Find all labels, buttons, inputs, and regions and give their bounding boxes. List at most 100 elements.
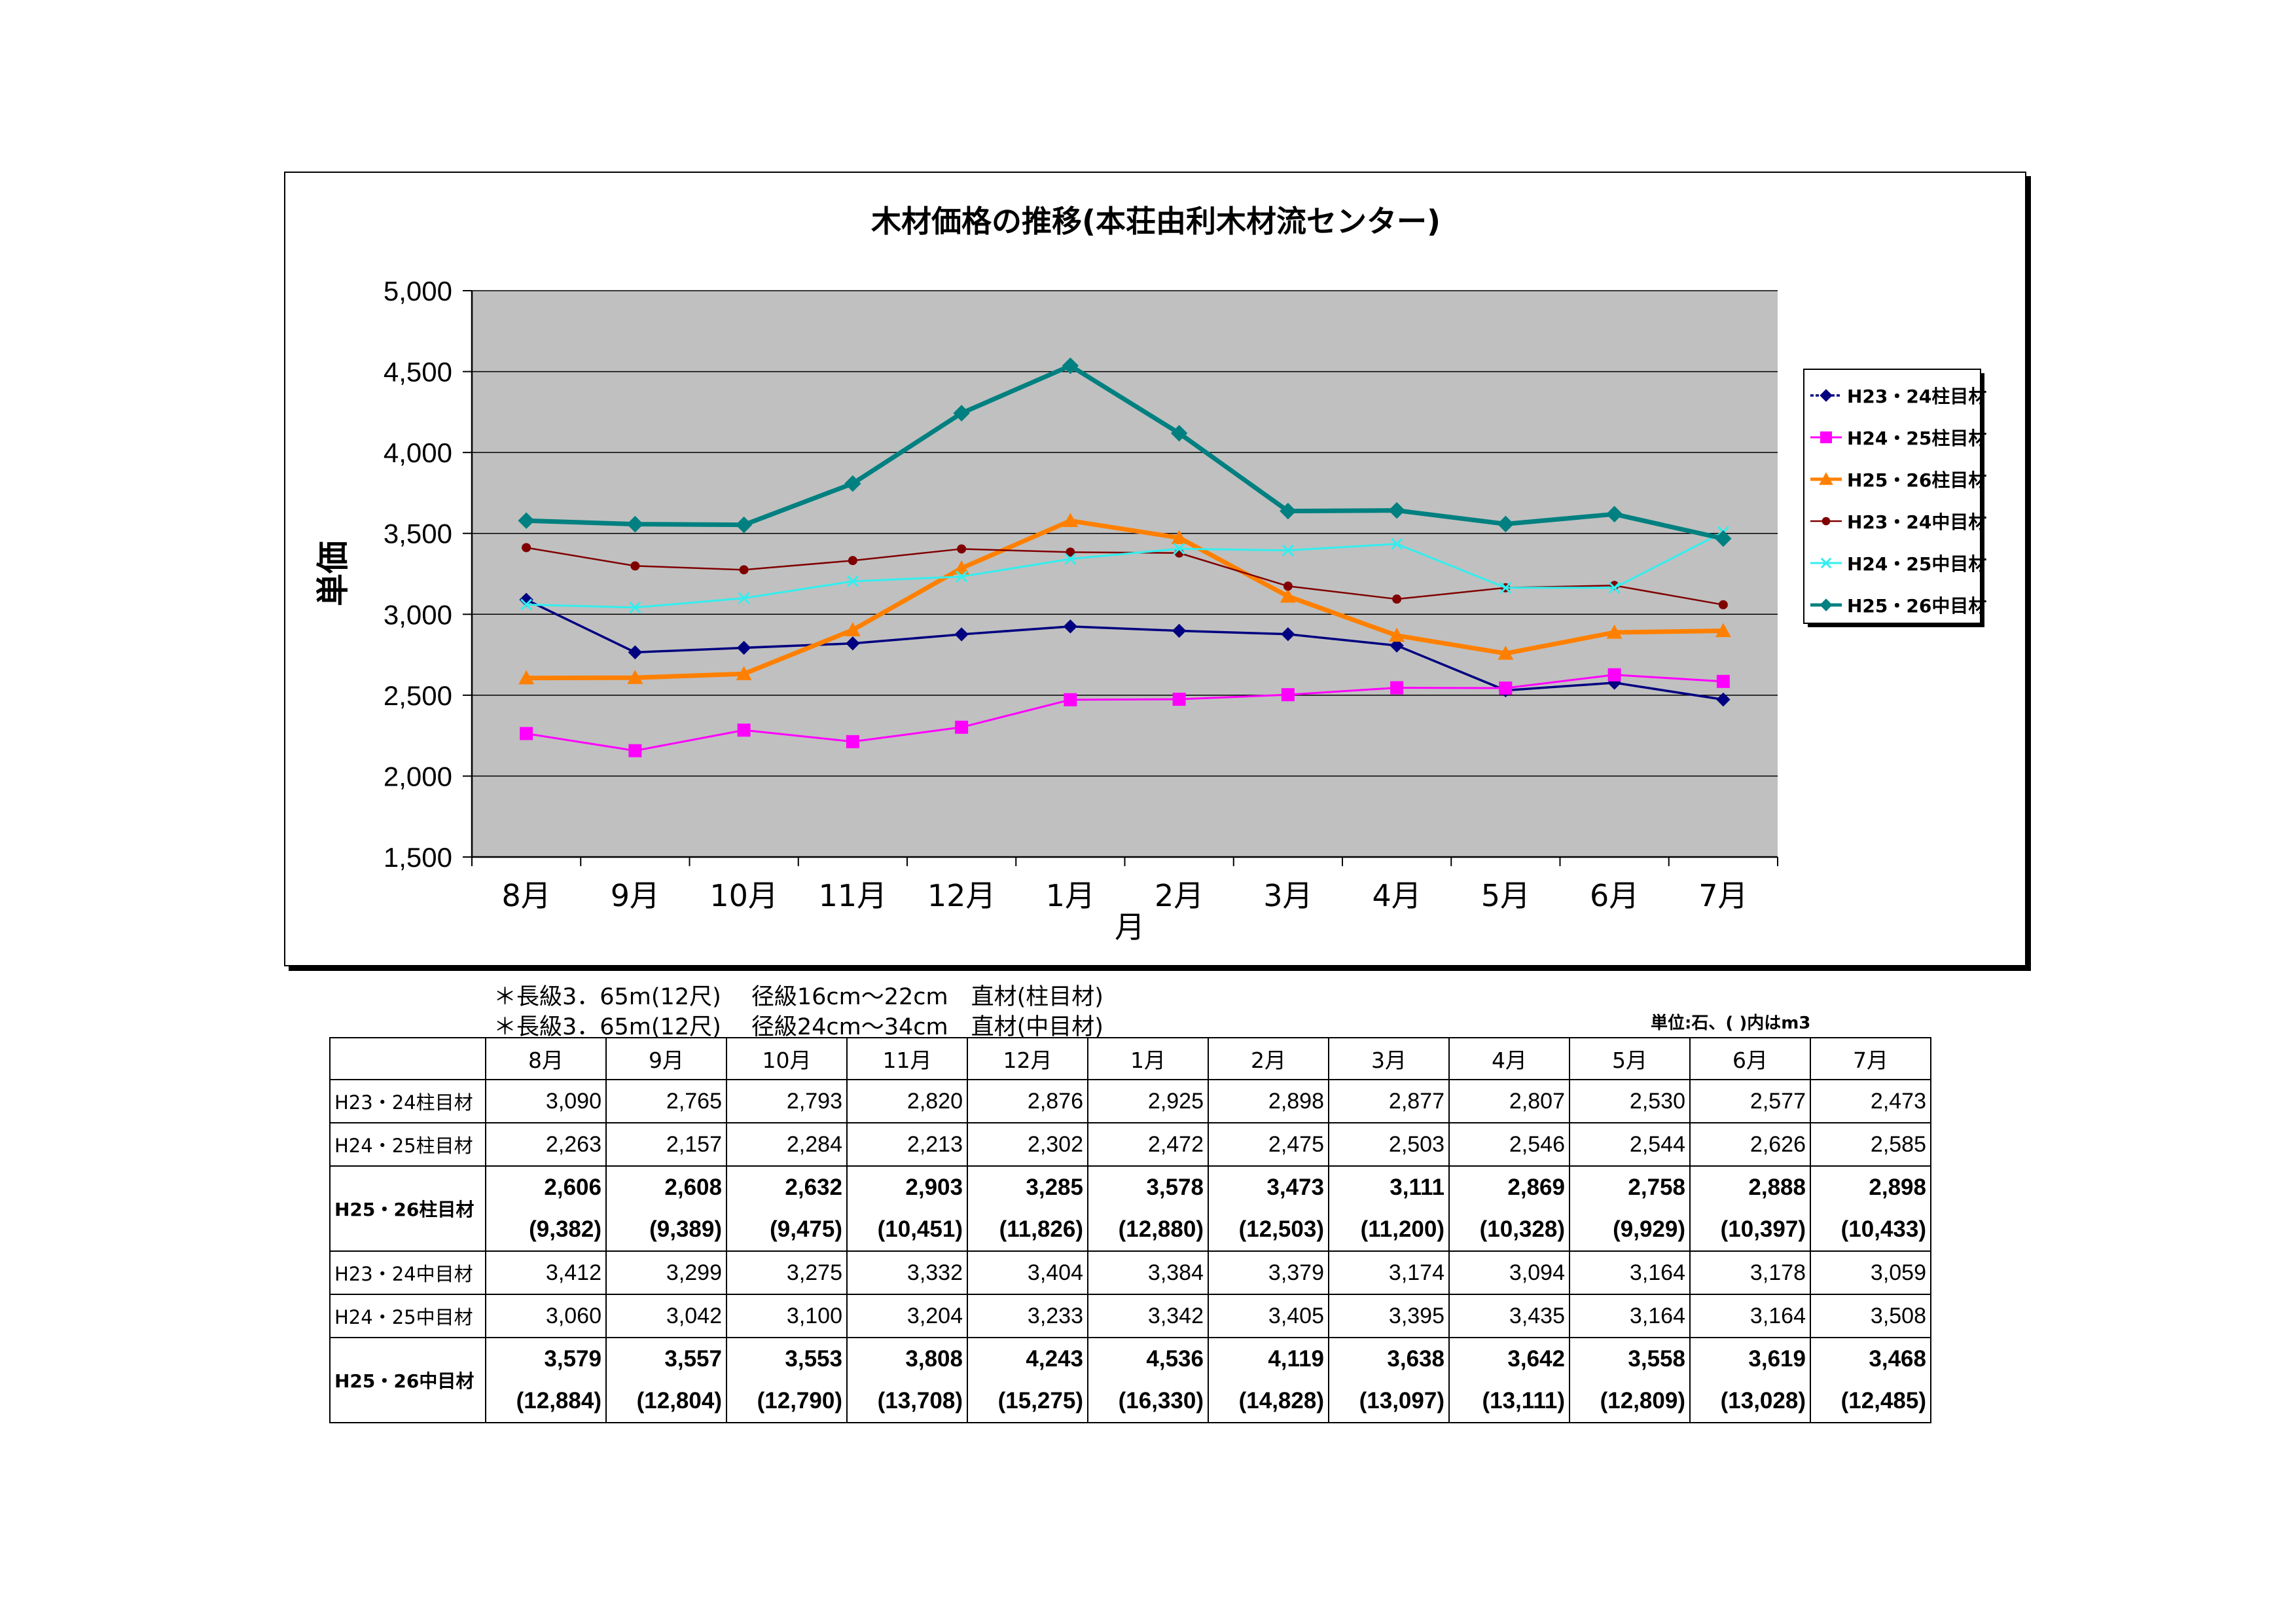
table-row-label: H23・24中目材 <box>329 1250 486 1295</box>
data-point <box>956 570 968 583</box>
data-point <box>520 727 533 740</box>
table-cell: 3,285 (11,826) <box>967 1165 1088 1252</box>
table-cell: 3,164 <box>1689 1294 1811 1338</box>
data-point <box>1063 619 1078 634</box>
table-cell: 2,606 (9,382) <box>485 1165 607 1252</box>
x-tick-label: 2月 <box>1155 878 1204 913</box>
unit-note: 単位:石、( )内はm3 <box>1651 1013 1811 1033</box>
data-point <box>1171 530 1187 544</box>
data-point <box>1170 425 1188 442</box>
data-point <box>1388 501 1405 519</box>
cell-value-koku: 2,606 <box>544 1175 601 1200</box>
data-point <box>520 598 533 611</box>
data-point <box>954 560 970 575</box>
series-line-2 <box>526 674 1723 752</box>
y-tick-label: 2,500 <box>384 680 452 711</box>
table-cell: 2,546 <box>1448 1122 1570 1167</box>
spec-note-1: ＊長級3．65m(12尺) 径級16cm～22cm 直材(柱目材) <box>493 984 1103 1010</box>
x-tick-label: 5月 <box>1481 878 1530 913</box>
x-tick-label: 9月 <box>611 878 660 913</box>
cell-value-m3: (12,790) <box>757 1388 842 1413</box>
table-col-header: 9月 <box>605 1037 727 1080</box>
table-row: H25・26柱目材 2,606 (9,382) 2,608 (9,389) 2,632 (9… <box>329 1165 1931 1252</box>
table-cell: 3,275 <box>726 1250 848 1295</box>
cell-value-m3: (12,485) <box>1840 1388 1926 1413</box>
cell-value-koku: 3,557 <box>664 1346 722 1372</box>
data-point <box>848 556 857 566</box>
data-point <box>1497 515 1515 533</box>
table-cell: 2,876 <box>967 1079 1088 1123</box>
legend-entry: H23・24柱目材 <box>1810 386 1986 407</box>
table-cell: 2,793 <box>726 1079 848 1123</box>
table-row: H25・26中目材 3,579 (12,884) 3,557 (12,804) 3,553… <box>329 1337 1931 1423</box>
table-col-header: 4月 <box>1448 1037 1570 1080</box>
chart-frame: 木材価格の推移(本荘由利木材流センター) 1,500 2,000 2,500 3,000… <box>284 172 2026 966</box>
cell-value-koku: 2,903 <box>905 1175 963 1200</box>
y-tick-label: 3,500 <box>384 519 452 549</box>
data-point <box>737 723 751 737</box>
y-tick-label: 4,500 <box>384 357 452 388</box>
cell-value-koku: 2,898 <box>1869 1175 1926 1200</box>
cell-value-m3: (15,275) <box>997 1388 1083 1413</box>
cell-value-m3: (13,111) <box>1482 1388 1566 1413</box>
price-table: 8月 9月 10月 11月 12月 1月 2月 3月 4月 5月 6月 7月 H23・24柱目材 3,0… <box>329 1037 1931 1423</box>
table-cell: 2,898 (10,433) <box>1810 1165 1931 1252</box>
table-row-label: H23・24柱目材 <box>329 1079 486 1123</box>
cell-value-m3: (12,884) <box>516 1388 601 1413</box>
legend-label: H24・25柱目材 <box>1847 428 1986 449</box>
cell-value-koku: 3,558 <box>1628 1346 1685 1372</box>
table-cell: 2,820 <box>846 1079 968 1123</box>
table-cell: 4,243 (15,275) <box>967 1337 1088 1423</box>
data-point <box>738 592 750 604</box>
data-point <box>1499 581 1512 594</box>
cell-value-m3: (14,828) <box>1238 1388 1324 1413</box>
data-point <box>1280 502 1297 520</box>
table-cell: 3,204 <box>846 1294 968 1338</box>
cell-value-m3: (10,328) <box>1479 1216 1565 1242</box>
data-point <box>1066 547 1075 557</box>
table-cell: 3,233 <box>967 1294 1088 1338</box>
cell-value-m3: (13,708) <box>877 1388 963 1413</box>
cell-value-koku: 3,579 <box>544 1346 601 1372</box>
data-point <box>846 575 859 587</box>
x-tick-label: 7月 <box>1698 878 1748 913</box>
data-point <box>1716 674 1730 688</box>
legend-marker <box>1820 431 1832 443</box>
data-point <box>1283 581 1293 591</box>
table-cell: 2,888 (10,397) <box>1689 1165 1811 1252</box>
table-cell: 3,508 <box>1810 1294 1931 1338</box>
data-point <box>1608 581 1621 594</box>
legend-entry: H25・26中目材 <box>1810 595 1986 617</box>
data-point <box>628 645 643 660</box>
legend-marker <box>1819 472 1833 485</box>
data-point <box>1064 693 1077 706</box>
table-cell: 3,558 (12,809) <box>1569 1337 1691 1423</box>
table-cell: 3,164 <box>1569 1250 1691 1295</box>
cell-value-koku: 4,536 <box>1146 1346 1204 1372</box>
table-col-header: 5月 <box>1569 1037 1691 1080</box>
table-row-label: H25・26柱目材 <box>329 1165 486 1252</box>
table-cell: 3,384 <box>1087 1250 1209 1295</box>
data-point <box>1715 623 1731 638</box>
legend-marker <box>1820 389 1833 402</box>
series-line-5 <box>526 531 1724 609</box>
legend-entry: H23・24中目材 <box>1810 511 1986 533</box>
cell-value-koku: 3,473 <box>1266 1175 1324 1200</box>
cell-value-m3: (9,929) <box>1613 1216 1685 1242</box>
table-cell: 2,877 <box>1328 1079 1450 1123</box>
cell-value-m3: (11,200) <box>1360 1216 1444 1242</box>
data-point <box>954 627 969 642</box>
legend-marker <box>1820 557 1832 569</box>
cell-value-koku: 2,869 <box>1507 1175 1565 1200</box>
cell-value-m3: (11,826) <box>999 1216 1083 1242</box>
table-cell: 3,435 <box>1448 1294 1570 1338</box>
table-cell: 3,638 (13,097) <box>1328 1337 1450 1423</box>
table-header-row: 8月 9月 10月 11月 12月 1月 2月 3月 4月 5月 6月 7月 <box>329 1037 1931 1080</box>
table-cell: 3,090 <box>485 1079 607 1123</box>
marker-stroke <box>1608 581 1621 594</box>
marker-stroke <box>1820 557 1832 569</box>
data-point <box>1390 638 1404 653</box>
marker-stroke <box>520 598 533 611</box>
table-col-header: 1月 <box>1087 1037 1209 1080</box>
y-tick-label: 2,000 <box>384 761 452 792</box>
